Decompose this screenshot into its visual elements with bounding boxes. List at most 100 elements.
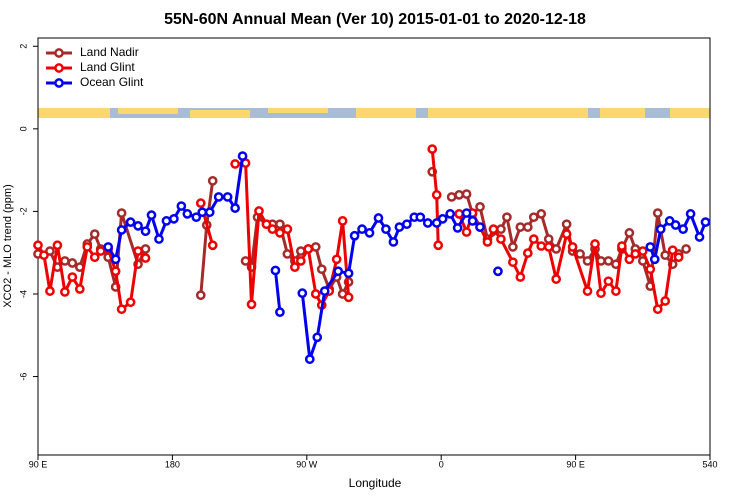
data-point (195, 198, 206, 208)
data-point (310, 242, 321, 252)
data-point (673, 252, 684, 263)
data-point (482, 237, 493, 247)
data-point (74, 284, 85, 294)
data-point (561, 219, 572, 230)
data-point (310, 289, 321, 299)
data-point (454, 190, 464, 200)
data-point (536, 241, 547, 251)
data-point (603, 256, 614, 266)
data-point (467, 216, 478, 226)
data-point (246, 299, 257, 310)
legend-marker (54, 78, 64, 88)
data-point (694, 232, 705, 242)
data-point (197, 207, 208, 218)
data-point (146, 210, 157, 220)
data-point (169, 213, 179, 224)
y-tick-label: 2 (18, 44, 28, 49)
data-point (649, 254, 660, 265)
data-point (515, 222, 526, 232)
legend-label: Ocean Glint (80, 75, 144, 89)
data-point (488, 224, 499, 235)
data-point (445, 209, 456, 219)
data-point (237, 151, 248, 161)
data-point (543, 242, 554, 252)
data-point (422, 218, 433, 228)
data-point (522, 222, 533, 232)
data-point (652, 208, 663, 218)
data-point (528, 212, 539, 223)
data-point (561, 229, 572, 239)
x-tick-label: 90 E (29, 459, 48, 469)
x-tick-label: 540 (702, 459, 717, 469)
data-point (222, 192, 233, 202)
data-point (60, 287, 70, 297)
data-point (116, 304, 127, 315)
data-point (95, 246, 106, 256)
data-point (508, 242, 518, 252)
data-point (282, 249, 293, 259)
data-point (582, 286, 593, 296)
data-point (67, 258, 78, 268)
data-point (381, 224, 391, 235)
data-point (176, 201, 187, 211)
data-point (52, 240, 63, 251)
data-point (45, 286, 55, 296)
data-point (297, 288, 308, 299)
data-point (333, 266, 344, 277)
data-point (213, 192, 224, 202)
y-tick-label: -4 (18, 290, 28, 298)
data-point (496, 224, 506, 235)
data-point (461, 189, 472, 199)
data-point (624, 228, 635, 238)
data-point (660, 250, 671, 261)
data-point (154, 234, 164, 244)
data-point (103, 242, 114, 252)
data-point (681, 244, 691, 254)
data-point (319, 286, 330, 296)
data-point (446, 192, 457, 202)
data-point (660, 296, 671, 306)
data-point (493, 266, 503, 277)
data-point (508, 257, 518, 268)
y-tick-label: -2 (18, 207, 28, 215)
data-point (431, 190, 442, 200)
data-point (637, 246, 648, 256)
data-point (207, 176, 218, 186)
data-point (140, 253, 151, 263)
data-point (110, 254, 121, 265)
data-point (427, 144, 438, 154)
data-point (617, 241, 627, 251)
data-point (304, 354, 315, 365)
x-axis-label: Longitude (349, 476, 402, 490)
data-point (567, 242, 578, 252)
data-point (343, 268, 354, 279)
data-point (261, 219, 272, 230)
data-point (603, 276, 614, 287)
legend-marker (54, 63, 64, 73)
data-point (575, 249, 585, 259)
data-point (270, 265, 281, 276)
x-tick-label: 180 (165, 459, 180, 469)
data-point (254, 206, 264, 216)
data-point (364, 228, 375, 238)
data-point (590, 239, 600, 249)
legend-label: Land Glint (80, 60, 135, 74)
data-point (290, 262, 300, 272)
data-point (475, 222, 485, 232)
data-point (670, 220, 681, 230)
data-point (230, 159, 240, 169)
data-point (402, 219, 412, 230)
data-point (645, 264, 656, 275)
data-point (133, 221, 143, 231)
legend-label: Land Nadir (80, 45, 139, 59)
data-point (275, 228, 285, 238)
data-point (312, 332, 323, 343)
data-point (388, 237, 399, 247)
data-point (543, 234, 554, 244)
data-point (415, 212, 426, 223)
data-point (331, 254, 342, 265)
map-strip (38, 108, 710, 118)
data-point (337, 216, 348, 226)
data-point (502, 212, 512, 223)
